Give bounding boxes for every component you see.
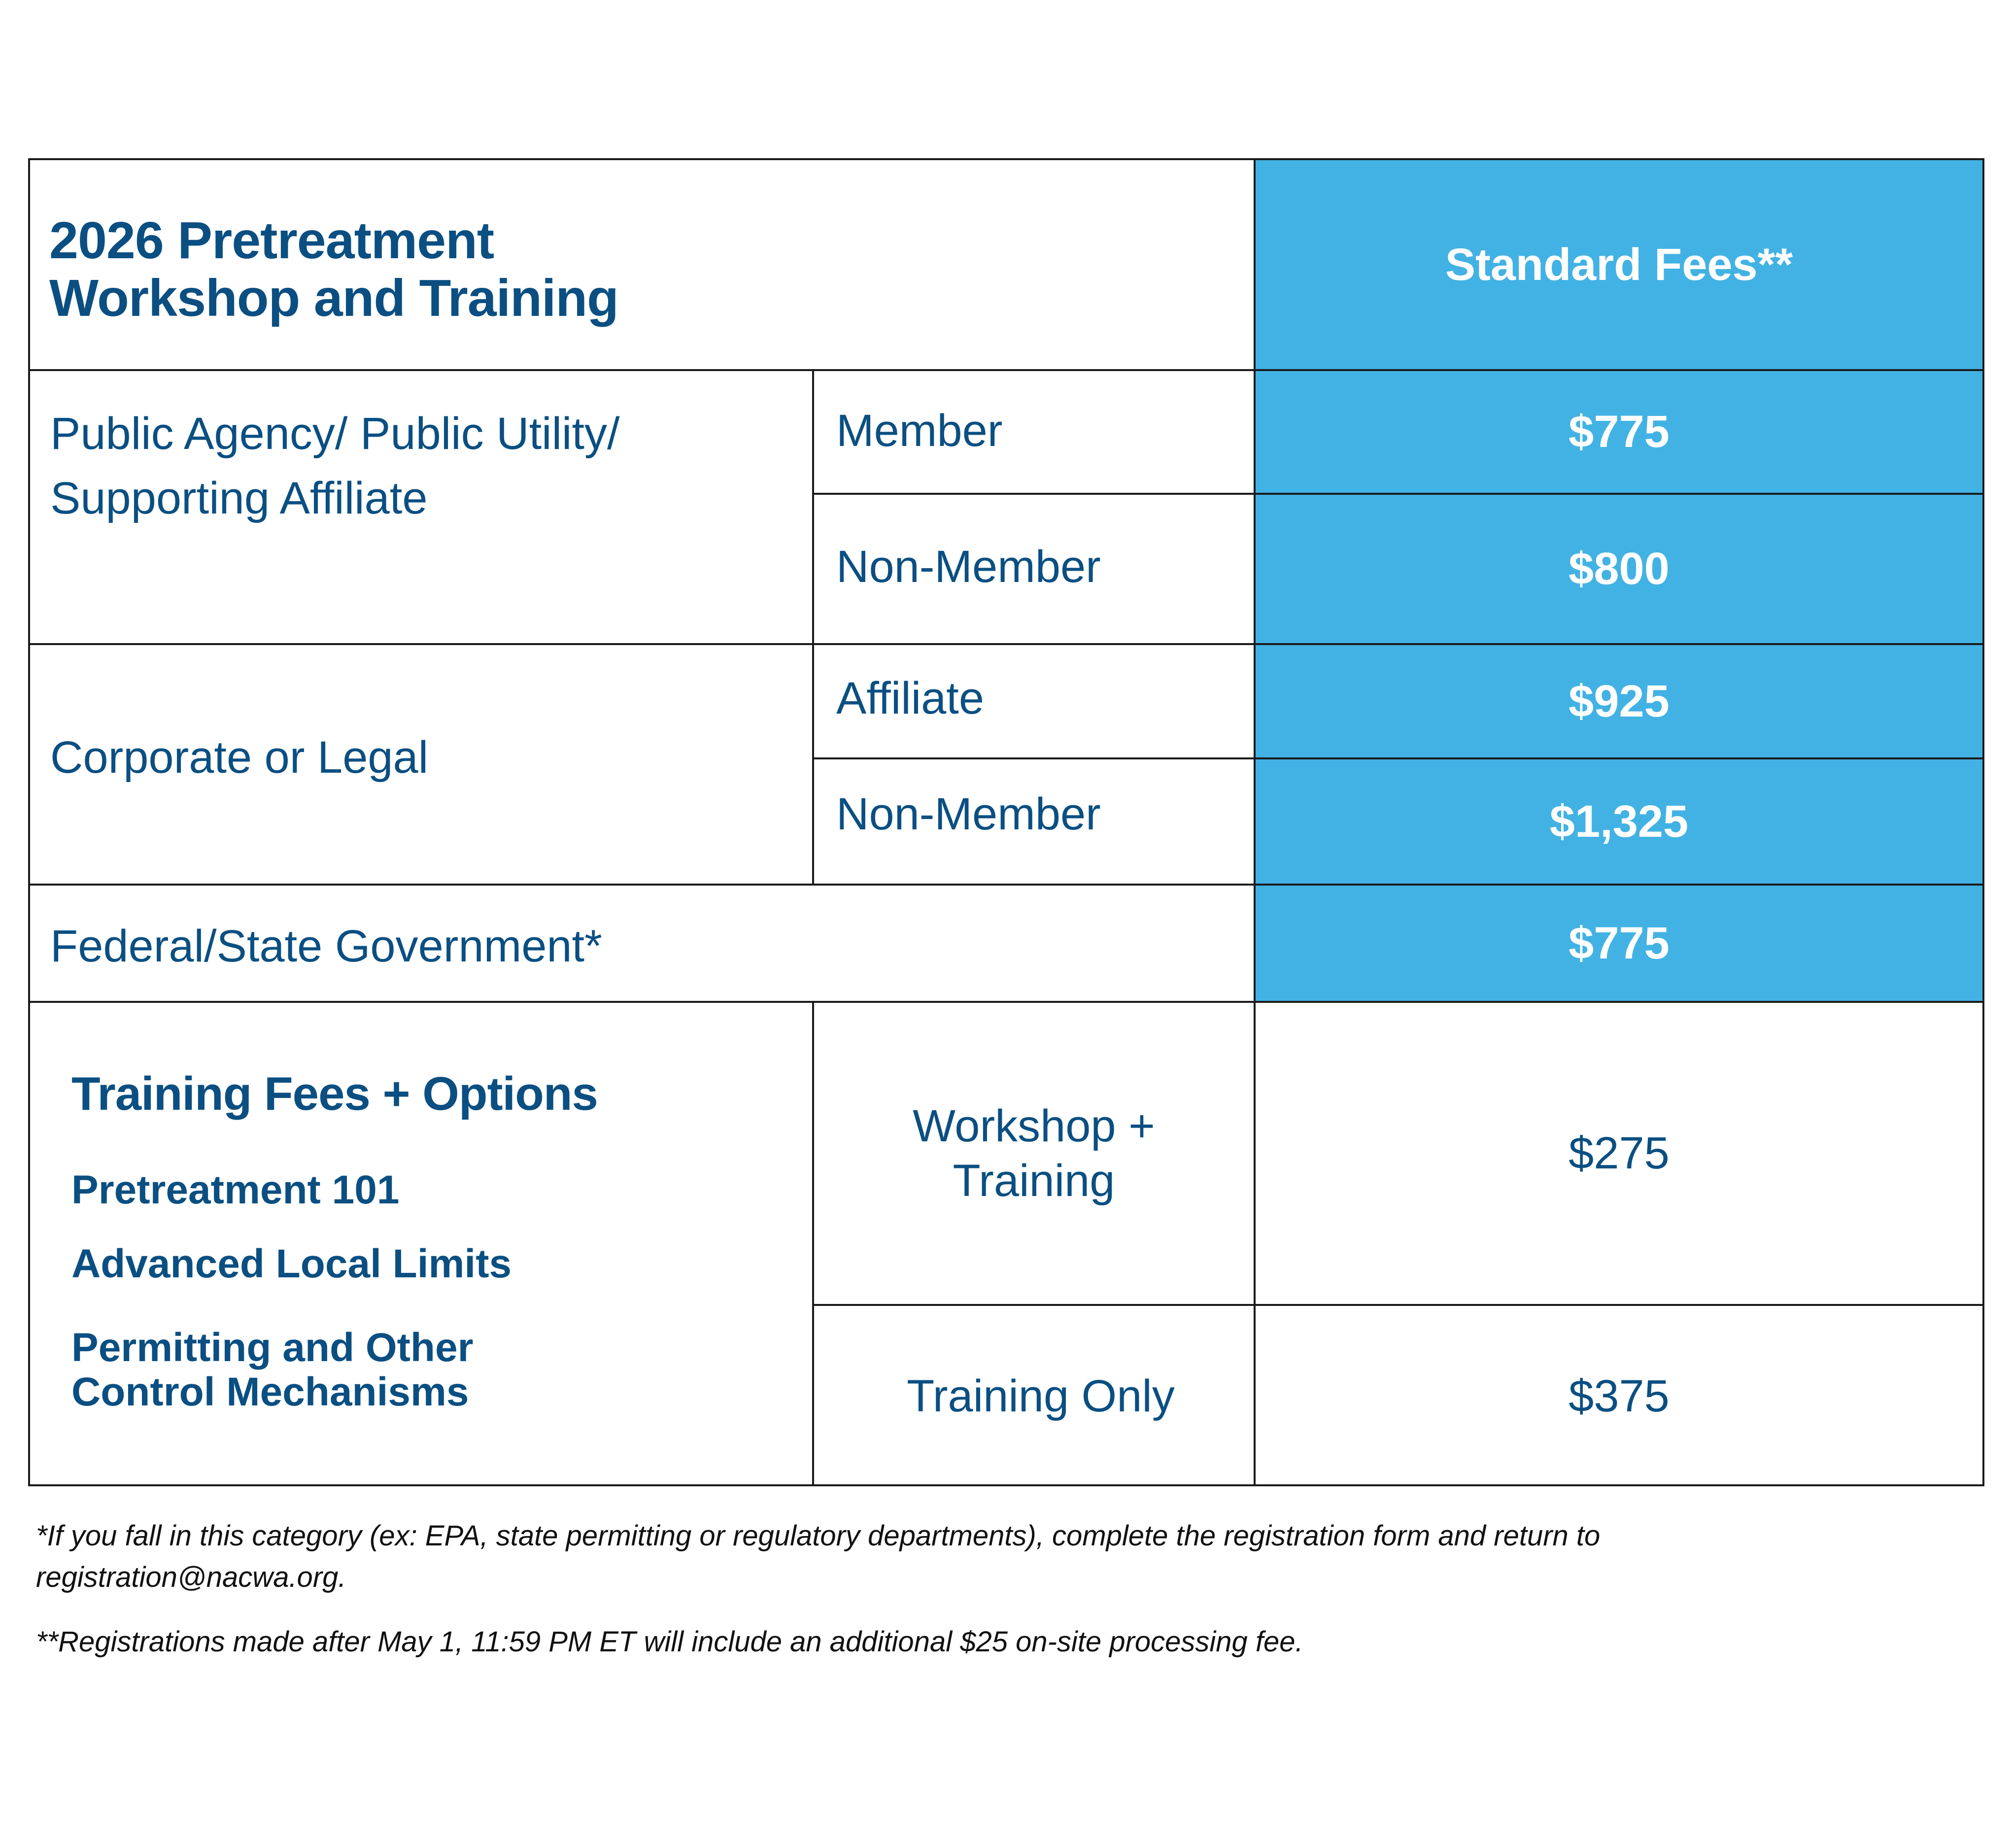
training-item-pretreatment-101: Pretreatment 101	[71, 1167, 400, 1212]
category-public-agency-line-2: Supporting Affiliate	[50, 473, 428, 523]
workshop-training-label: Workshop + Training	[814, 1003, 1254, 1304]
footnote-late-registration: **Registrations made after May 1, 11:59 …	[36, 1626, 1303, 1658]
workshop-training-label-line-2: Training	[953, 1155, 1115, 1206]
category-government: Federal/State Government*	[50, 921, 602, 971]
footnote-government-line-2: registration@nacwa.org.	[36, 1561, 346, 1594]
page-title: 2026 Pretreatment Workshop and Training	[49, 212, 1183, 327]
affiliate-label: Affiliate	[836, 673, 985, 723]
divider-corporate-inner	[813, 757, 1984, 759]
footnote-government: *If you fall in this category (ex: EPA, …	[36, 1515, 1982, 1598]
training-only-label: Training Only	[907, 1370, 1175, 1421]
category-corporate-legal: Corporate or Legal	[50, 732, 429, 783]
government-price: $775	[1569, 918, 1670, 968]
category-public-agency: Public Agency/ Public Utility/ Supportin…	[50, 402, 789, 530]
footnote-government-line-1: *If you fall in this category (ex: EPA, …	[36, 1520, 1601, 1552]
non-member-label: Non-Member	[836, 542, 1101, 592]
training-item-permitting-line-1: Permitting and Other	[71, 1325, 474, 1370]
divider-public-inner	[813, 493, 1984, 495]
training-item-permitting-line-2: Control Mechanisms	[71, 1369, 469, 1415]
member-price: $775	[1569, 407, 1670, 457]
corporate-non-member-price: $1,325	[1549, 796, 1689, 847]
workshop-training-price: $275	[1569, 1128, 1670, 1178]
non-member-price: $800	[1569, 544, 1670, 594]
fee-column-background	[1256, 160, 1982, 1002]
divider-header	[28, 369, 1984, 371]
member-label: Member	[836, 406, 1003, 456]
fee-table	[28, 158, 1984, 1486]
divider-corporate	[28, 884, 1984, 886]
training-only-price: $375	[1569, 1370, 1670, 1421]
corporate-non-member-label: Non-Member	[836, 789, 1101, 839]
training-item-advanced-local-limits: Advanced Local Limits	[71, 1241, 512, 1286]
training-item-permitting: Permitting and Other Control Mechanisms	[71, 1325, 474, 1415]
title-line-2: Workshop and Training	[49, 269, 619, 327]
standard-fees-header: Standard Fees**	[1445, 239, 1793, 290]
divider-fee-column	[1254, 158, 1256, 1486]
training-heading: Training Fees + Options	[71, 1067, 598, 1120]
divider-public	[28, 643, 1984, 645]
title-line-1: 2026 Pretreatment	[49, 211, 494, 270]
divider-sub-column-2	[812, 1001, 814, 1486]
divider-training-inner	[813, 1304, 1984, 1306]
affiliate-price: $925	[1569, 676, 1670, 726]
divider-sub-column-1	[812, 369, 814, 886]
divider-government	[28, 1001, 1984, 1003]
workshop-training-label-line-1: Workshop +	[913, 1101, 1155, 1152]
category-public-agency-line-1: Public Agency/ Public Utility/	[50, 409, 620, 459]
